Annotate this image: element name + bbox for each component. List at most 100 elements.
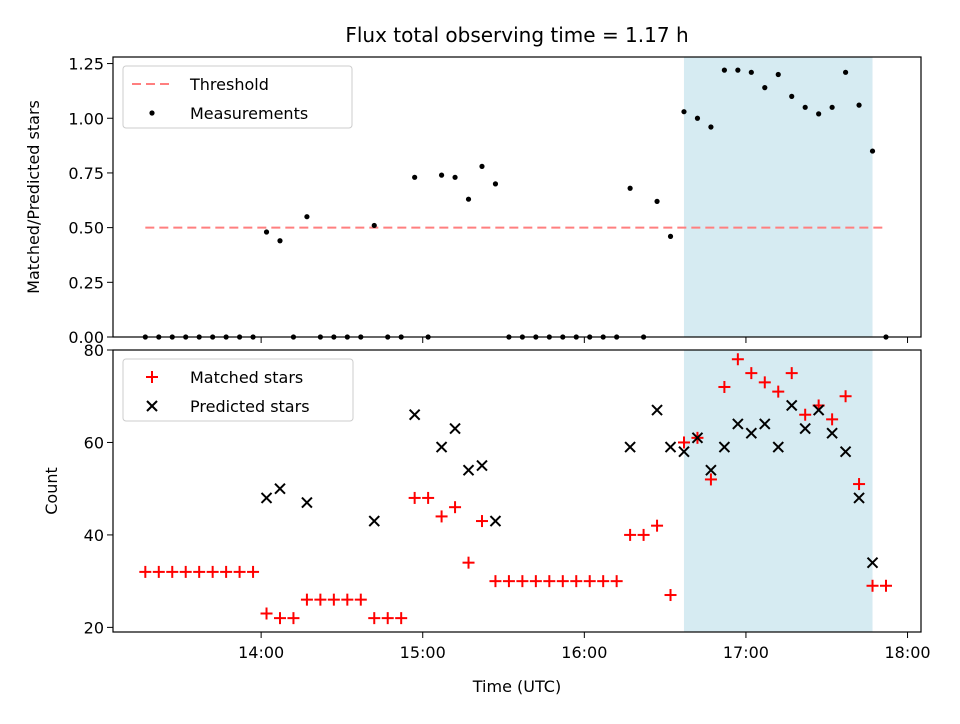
matched-star-point	[139, 565, 152, 578]
matched-star-point	[704, 473, 717, 486]
predicted-star-point	[866, 556, 879, 569]
matched-star-point	[529, 575, 542, 588]
predicted-star-point	[718, 441, 731, 453]
measurement-point	[762, 85, 768, 91]
matched-star-point	[731, 353, 744, 366]
predicted-star-point	[651, 404, 663, 416]
matched-star-point	[610, 575, 623, 588]
y-tick-label: 0.50	[68, 219, 104, 238]
x-axis-ticks: 14:00 15:00 16:00 17:00 18:00	[238, 632, 931, 662]
x-marker-b	[691, 432, 704, 444]
x-tick-label: 16:00	[561, 643, 607, 662]
y-tick-label: 0.75	[68, 164, 104, 183]
x-marker-b	[705, 464, 717, 476]
matched-star-point	[516, 575, 529, 588]
x-marker-b	[718, 441, 731, 453]
measurement-point	[789, 93, 795, 99]
measurement-point	[412, 174, 418, 180]
y-axis-label: Matched/Predicted stars	[24, 100, 43, 294]
x-tick-label: 14:00	[238, 643, 284, 662]
matched-star-point	[422, 491, 435, 504]
axes-frame	[112, 349, 922, 633]
predicted-star-point	[705, 464, 717, 476]
matched-star-point	[395, 612, 408, 625]
matched-star-point	[853, 478, 866, 491]
measurement-point	[452, 174, 458, 180]
series-predicted-stars	[260, 399, 879, 569]
x-marker-b	[489, 515, 502, 527]
x-marker-b	[435, 441, 448, 453]
predicted-star-point	[786, 399, 798, 412]
legend-label: Matched stars	[190, 368, 303, 387]
matched-star-point	[220, 565, 233, 578]
predicted-star-point	[368, 515, 380, 527]
predicted-star-point	[732, 418, 744, 430]
matched-star-point	[273, 612, 286, 625]
legend-label: Threshold	[189, 75, 269, 94]
predicted-star-point	[489, 515, 502, 527]
predicted-star-point	[678, 445, 690, 458]
top-panel: 0.00 0.25 0.50 0.75 1.00 1.25 Matched/Predicte…	[24, 55, 922, 347]
matched-star-point	[475, 515, 488, 528]
matched-star-point	[570, 575, 583, 588]
measurement-point	[479, 163, 485, 169]
matched-star-point	[624, 528, 637, 541]
matched-star-point	[556, 575, 569, 588]
x-marker-b	[732, 418, 744, 430]
measurement-point	[842, 69, 849, 75]
matched-star-point	[866, 579, 879, 592]
matched-star-point	[341, 593, 354, 606]
x-marker-b	[799, 422, 811, 435]
y-tick-label: 0.00	[68, 328, 104, 347]
matched-star-point	[206, 565, 219, 578]
predicted-star-point	[812, 404, 825, 416]
predicted-star-point	[853, 492, 865, 504]
matched-star-point	[300, 593, 313, 606]
measurement-point	[816, 111, 822, 117]
x-axis-label: Time (UTC)	[472, 677, 561, 696]
matched-star-point	[435, 510, 448, 523]
legend-x-swatch-b	[146, 400, 158, 412]
x-marker-b	[826, 427, 838, 439]
x-marker-b	[853, 492, 865, 504]
predicted-star-point	[745, 427, 758, 439]
matched-star-point	[785, 367, 798, 380]
matched-star-point	[543, 575, 556, 588]
legend: Threshold Measurements	[122, 65, 353, 129]
legend-box	[122, 358, 354, 422]
y-tick-label: 20	[84, 618, 104, 637]
matched-star-point	[839, 390, 852, 403]
measurement-point	[465, 196, 472, 202]
x-marker-b	[274, 482, 286, 495]
x-marker-b	[678, 445, 690, 458]
measurement-point	[438, 172, 445, 178]
measurement-point	[694, 115, 701, 121]
predicted-star-point	[476, 459, 488, 472]
matched-star-point	[745, 367, 758, 380]
matched-star-point	[314, 593, 327, 606]
bottom-panel: 20 40 60 80 14:00 15:00 16:00 17:00 18:00 Count Ma…	[42, 341, 931, 662]
matched-star-point	[826, 413, 839, 426]
matched-star-point	[597, 575, 610, 588]
series-matched-stars	[139, 353, 892, 625]
x-marker-b	[786, 399, 798, 412]
predicted-star-point	[274, 482, 286, 495]
matched-star-point	[381, 612, 394, 625]
matched-star-point	[799, 408, 812, 421]
measurement-point	[869, 148, 876, 154]
x-marker-b	[772, 441, 784, 453]
matched-star-point	[193, 565, 206, 578]
measurement-point	[829, 104, 835, 110]
x-marker-b	[839, 445, 852, 458]
matched-star-point	[637, 528, 650, 541]
predicted-star-point	[691, 432, 704, 444]
matched-star-point	[772, 385, 785, 398]
x-marker-b	[301, 496, 313, 509]
measurement-point	[735, 67, 741, 73]
predicted-star-point	[664, 441, 677, 453]
legend-box	[122, 65, 353, 129]
matched-star-point	[462, 556, 475, 569]
predicted-star-point	[772, 441, 784, 453]
measurement-point	[802, 104, 808, 110]
